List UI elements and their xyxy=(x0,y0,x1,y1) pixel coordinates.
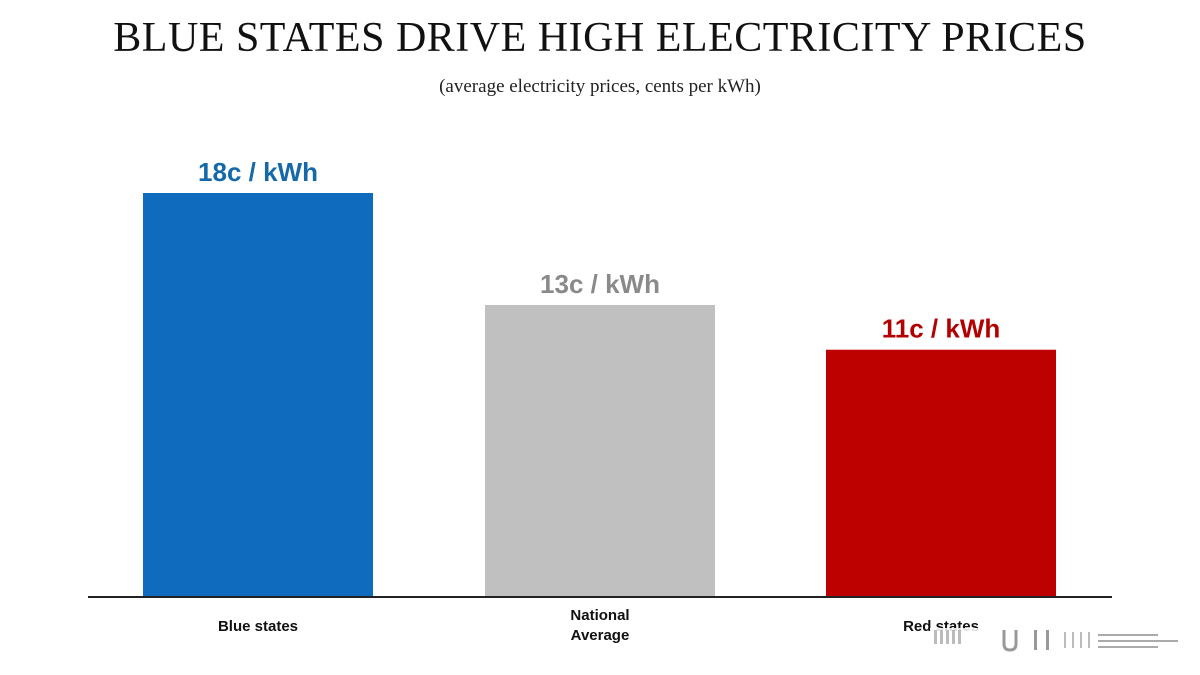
value-label-2: 11c / kWh xyxy=(882,314,1001,344)
value-label-1: 13c / kWh xyxy=(540,269,660,299)
bar-2 xyxy=(826,349,1056,596)
chart-title: BLUE STATES DRIVE HIGH ELECTRICITY PRICE… xyxy=(113,15,1087,61)
value-label-0: 18c / kWh xyxy=(198,157,318,187)
category-label-1-line-0: National xyxy=(570,607,629,624)
value-labels-group: 18c / kWh 13c / kWh 11c / kWh xyxy=(198,157,1000,344)
category-label-1-line-1: Average xyxy=(571,627,630,644)
bars-group xyxy=(143,193,1056,596)
chart-subtitle: (average electricity prices, cents per k… xyxy=(439,76,761,97)
watermark-logo xyxy=(930,624,1182,654)
bar-0 xyxy=(143,193,373,596)
category-label-0: Blue states xyxy=(218,618,298,635)
bar-1 xyxy=(485,304,715,596)
